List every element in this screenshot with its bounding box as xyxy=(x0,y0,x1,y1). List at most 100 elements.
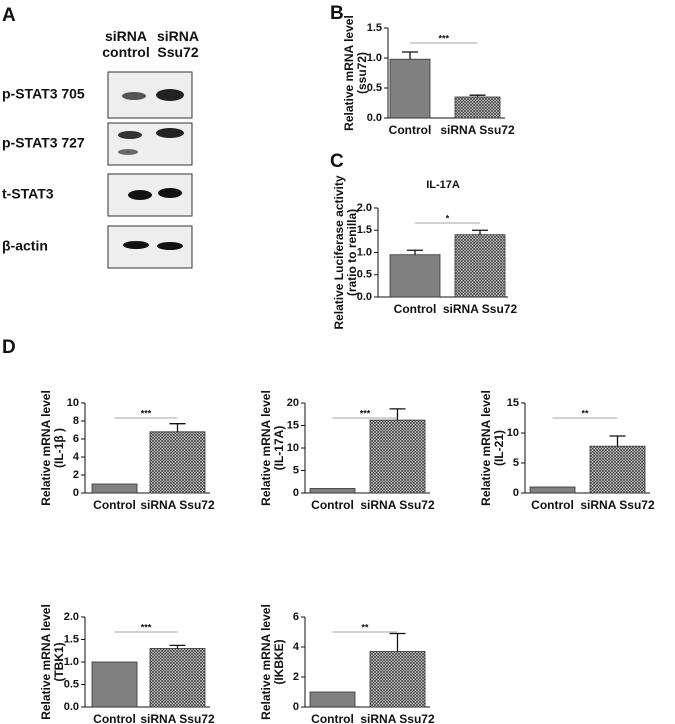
error-bar xyxy=(389,408,406,421)
y-tick-label: 1.0 xyxy=(357,246,372,258)
bar xyxy=(309,488,356,494)
y-tick-label: 0 xyxy=(513,487,519,499)
y-axis-label: (IL-17A) xyxy=(272,426,286,471)
bar xyxy=(309,691,356,708)
y-tick-label: 1.5 xyxy=(64,633,79,645)
chart-title: IL-17A xyxy=(426,179,460,191)
y-tick-label: 4 xyxy=(73,451,80,463)
y-tick-label: 8 xyxy=(73,415,79,427)
band xyxy=(122,92,146,100)
panel-letter: C xyxy=(330,151,344,172)
error-bar xyxy=(169,644,186,649)
band xyxy=(157,242,183,250)
x-tick-label: siRNA Ssu72 xyxy=(580,498,655,512)
y-tick-label: 10 xyxy=(67,397,79,409)
x-tick-label: siRNA Ssu72 xyxy=(440,123,515,137)
y-tick-label: 6 xyxy=(73,433,79,445)
significance: * xyxy=(446,213,450,223)
row-label: p-STAT3 727 xyxy=(2,135,85,151)
error-bar xyxy=(609,435,626,447)
column-header-line: control xyxy=(102,44,149,60)
error-bar xyxy=(389,632,406,652)
bar xyxy=(149,648,206,708)
significance: ** xyxy=(361,622,369,632)
y-axis-label: Relative mRNA level xyxy=(39,604,53,720)
y-axis-label: Relative Luciferase activity xyxy=(332,175,346,329)
x-tick-label: Control xyxy=(531,498,574,512)
x-tick-label: siRNA Ssu72 xyxy=(443,302,518,316)
error-bar xyxy=(407,249,423,255)
column-header-line: siRNA xyxy=(157,28,199,44)
y-axis-label: Relative mRNA level xyxy=(259,604,273,720)
panel-letter: D xyxy=(2,337,16,358)
y-tick-label: 15 xyxy=(287,419,299,431)
y-tick-label: 0.0 xyxy=(357,291,372,303)
row-label: β-actin xyxy=(2,238,48,254)
y-axis-label: (ratio to renilla) xyxy=(345,209,359,296)
bar xyxy=(91,483,138,494)
y-axis-label: (IL-1β ) xyxy=(52,428,66,468)
y-axis-label: (IKBKE) xyxy=(272,639,286,684)
band xyxy=(118,131,142,139)
blot xyxy=(107,71,193,269)
bar xyxy=(149,431,206,494)
y-tick-label: 1.5 xyxy=(367,22,382,34)
y-tick-label: 20 xyxy=(287,397,299,409)
band xyxy=(156,128,184,138)
error-bar xyxy=(402,51,418,60)
significance: *** xyxy=(438,33,449,43)
row-label: t-STAT3 xyxy=(2,186,54,202)
x-tick-label: siRNA Ssu72 xyxy=(140,498,215,512)
x-tick-label: siRNA Ssu72 xyxy=(360,498,435,512)
significance: *** xyxy=(360,408,371,418)
bar xyxy=(91,661,138,708)
y-axis-label: (IL-21) xyxy=(492,430,506,466)
column-header-line: siRNA xyxy=(105,28,147,44)
x-tick-label: siRNA Ssu72 xyxy=(360,712,435,724)
y-axis-label: Relative mRNA level xyxy=(479,390,493,506)
y-axis-label: (TBK1) xyxy=(52,642,66,681)
y-tick-label: 2.0 xyxy=(357,202,372,214)
x-tick-label: Control xyxy=(311,712,354,724)
bar xyxy=(369,419,426,494)
band xyxy=(123,241,149,249)
band xyxy=(156,89,184,101)
x-tick-label: Control xyxy=(389,123,432,137)
bar xyxy=(529,486,576,494)
x-tick-label: Control xyxy=(93,712,136,724)
y-tick-label: 1.5 xyxy=(357,224,372,236)
bar xyxy=(454,234,506,298)
y-tick-label: 0.0 xyxy=(367,112,382,124)
y-tick-label: 10 xyxy=(507,427,519,439)
y-tick-label: 2 xyxy=(73,469,79,481)
y-axis-label: Relative mRNA level xyxy=(39,390,53,506)
bar xyxy=(389,58,431,119)
y-tick-label: 0.5 xyxy=(367,82,382,94)
row-label: p-STAT3 705 xyxy=(2,86,85,102)
y-tick-label: 1.0 xyxy=(64,656,79,668)
y-tick-label: 10 xyxy=(287,442,299,454)
y-tick-label: 0.0 xyxy=(64,701,79,713)
y-tick-label: 2.0 xyxy=(64,611,79,623)
band xyxy=(128,190,152,200)
column-header: siRNA Ssu72 xyxy=(157,28,199,60)
y-axis-label: Relative mRNA level xyxy=(259,390,273,506)
y-tick-label: 5 xyxy=(513,457,519,469)
band xyxy=(118,149,138,155)
y-axis-label: Relative mRNA level xyxy=(342,15,356,131)
bar xyxy=(589,445,646,494)
y-tick-label: 0.5 xyxy=(64,678,79,690)
y-tick-label: 6 xyxy=(293,611,299,623)
y-tick-label: 0 xyxy=(293,701,299,713)
y-tick-label: 0 xyxy=(293,487,299,499)
panel-letter: A xyxy=(2,5,16,26)
x-tick-label: siRNA Ssu72 xyxy=(140,712,215,724)
y-tick-label: 2 xyxy=(293,671,299,683)
significance: *** xyxy=(141,622,152,632)
y-tick-label: 4 xyxy=(293,641,300,653)
column-header-line: Ssu72 xyxy=(157,44,198,60)
bar xyxy=(389,254,441,298)
y-tick-label: 15 xyxy=(507,397,519,409)
y-tick-label: 0.5 xyxy=(357,269,372,281)
